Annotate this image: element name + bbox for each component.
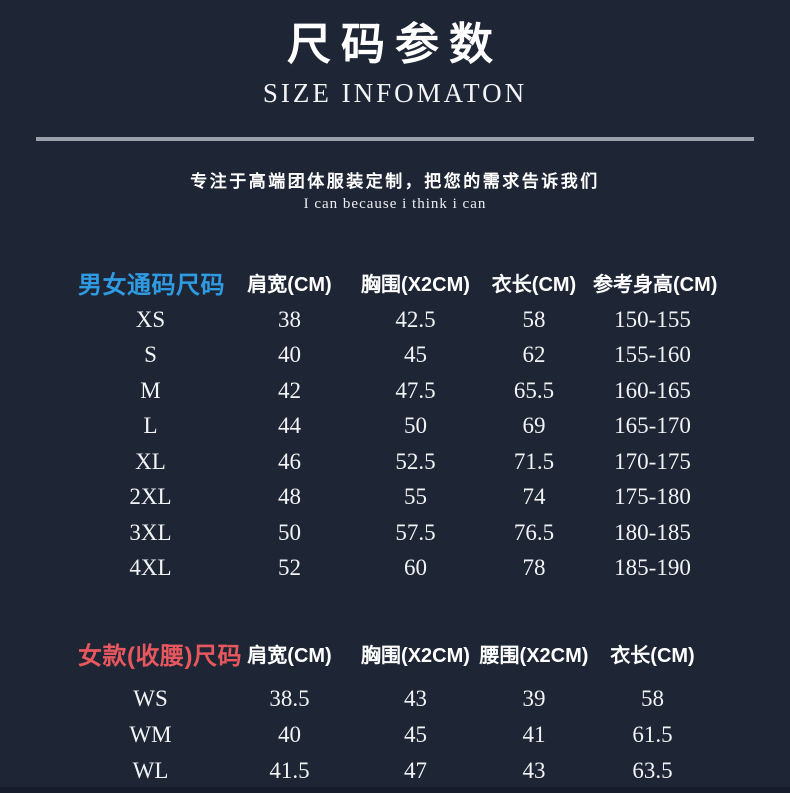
- size-value: 44: [278, 413, 301, 439]
- size-label: 3XL: [129, 519, 172, 545]
- divider: [36, 137, 754, 141]
- size-value: 43: [522, 758, 546, 783]
- size-value: 40: [278, 722, 301, 747]
- size-value: 52: [278, 555, 301, 581]
- size-value: 160-165: [614, 377, 691, 403]
- size-value: 74: [522, 484, 546, 510]
- size-value: 43: [404, 686, 427, 711]
- size-value: 165-170: [614, 413, 691, 439]
- size-value: 42.5: [395, 306, 436, 332]
- bottom-edge: [0, 787, 790, 793]
- size-label: S: [144, 342, 157, 368]
- size-value: 71.5: [513, 448, 555, 474]
- table-row: 2XL 48 55 74 175-180: [0, 480, 790, 516]
- table-row: 3XL 50 57.5 76.5 180-185: [0, 515, 790, 551]
- table-title: 男女通码尺码: [78, 271, 225, 299]
- size-value: 185-190: [614, 555, 691, 581]
- column-header: 衣长(CM): [610, 644, 695, 667]
- size-value: 55: [404, 484, 427, 510]
- size-label: WS: [133, 686, 168, 711]
- size-value: 62: [522, 342, 546, 368]
- size-value: 63.5: [632, 758, 673, 783]
- size-value: 40: [278, 342, 301, 368]
- size-label: WM: [129, 722, 172, 747]
- size-value: 60: [404, 555, 427, 581]
- size-value: 58: [641, 686, 664, 711]
- size-value: 41: [522, 722, 546, 747]
- size-value: 57.5: [395, 519, 436, 545]
- size-label: 2XL: [129, 484, 172, 510]
- size-label: 4XL: [129, 555, 172, 581]
- table-row: M 42 47.5 65.5 160-165: [0, 373, 790, 409]
- column-header: 腰围(X2CM): [479, 644, 589, 667]
- size-label: XS: [135, 306, 166, 332]
- table-title: 女款(收腰)尺码: [78, 642, 242, 670]
- size-value: 76.5: [513, 519, 555, 545]
- size-value: 52.5: [395, 448, 436, 474]
- size-value: 180-185: [614, 519, 691, 545]
- size-label: L: [143, 413, 158, 439]
- size-value: 45: [404, 722, 427, 747]
- size-value: 47: [404, 758, 427, 783]
- page-title: 尺码参数: [287, 19, 503, 70]
- size-value: 38: [278, 306, 301, 332]
- size-value: 42: [278, 377, 301, 403]
- size-value: 47.5: [395, 377, 436, 403]
- size-value: 50: [404, 413, 427, 439]
- women-size-table: 女款(收腰)尺码 肩宽(CM) 胸围(X2CM) 腰围(X2CM) 衣长(CM) WS 38…: [0, 633, 790, 789]
- table-row: 4XL 52 60 78 185-190: [0, 551, 790, 587]
- size-value: 38.5: [269, 686, 310, 711]
- size-value: 45: [404, 342, 427, 368]
- table-row: XL 46 52.5 71.5 170-175: [0, 444, 790, 480]
- size-value: 48: [278, 484, 301, 510]
- size-label: XL: [135, 448, 166, 474]
- column-header: 肩宽(CM): [247, 644, 332, 667]
- size-value: 78: [522, 555, 546, 581]
- table-header-row: 女款(收腰)尺码 肩宽(CM) 胸围(X2CM) 腰围(X2CM) 衣长(CM): [0, 633, 790, 673]
- size-value: 46: [278, 448, 301, 474]
- size-value: 58: [522, 306, 546, 332]
- size-value: 65.5: [513, 377, 555, 403]
- column-header: 肩宽(CM): [247, 273, 332, 296]
- table-row: WL 41.5 47 43 63.5: [0, 753, 790, 789]
- table-header-row: 男女通码尺码 肩宽(CM) 胸围(X2CM) 衣长(CM) 参考身高(CM): [0, 262, 790, 302]
- size-label: M: [140, 377, 161, 403]
- size-value: 41.5: [269, 758, 310, 783]
- table-row: WM 40 45 41 61.5: [0, 717, 790, 753]
- page-title-en: SIZE INFOMATON: [262, 78, 528, 108]
- column-header: 胸围(X2CM): [361, 644, 470, 667]
- size-value: 155-160: [614, 342, 691, 368]
- table-row: S 40 45 62 155-160: [0, 338, 790, 374]
- tagline-en: I can because i think i can: [303, 196, 487, 212]
- table-row: L 44 50 69 165-170: [0, 409, 790, 445]
- size-value: 39: [522, 686, 546, 711]
- column-header: 参考身高(CM): [593, 273, 718, 296]
- size-value: 50: [278, 519, 301, 545]
- table-row: XS 38 42.5 58 150-155: [0, 302, 790, 338]
- column-header: 衣长(CM): [491, 273, 577, 296]
- size-value: 170-175: [614, 448, 691, 474]
- size-label: WL: [132, 758, 169, 783]
- size-value: 61.5: [632, 722, 673, 747]
- table-row: WS 38.5 43 39 58: [0, 681, 790, 717]
- tagline-cn: 专注于高端团体服装定制，把您的需求告诉我们: [190, 172, 600, 191]
- unisex-size-table: 男女通码尺码 肩宽(CM) 胸围(X2CM) 衣长(CM) 参考身高(CM) XS 38 42…: [0, 262, 790, 586]
- size-value: 175-180: [614, 484, 691, 510]
- size-value: 150-155: [614, 306, 691, 332]
- size-value: 69: [522, 413, 546, 439]
- column-header: 胸围(X2CM): [361, 273, 470, 296]
